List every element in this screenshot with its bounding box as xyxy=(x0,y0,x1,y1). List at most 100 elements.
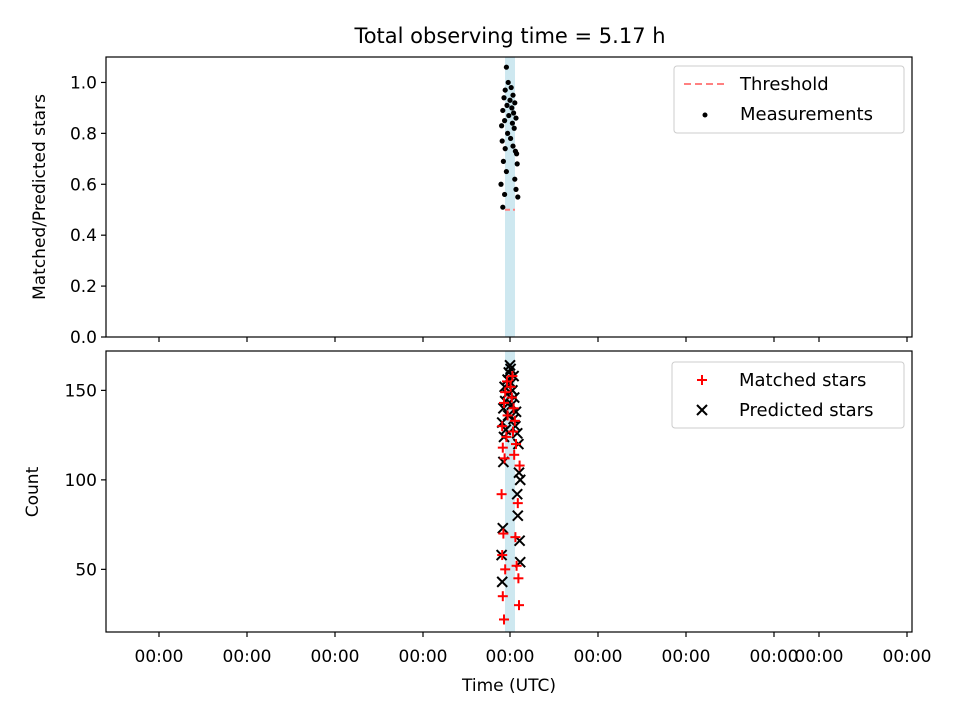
predicted-star-point xyxy=(512,509,524,522)
matched-star-point xyxy=(499,453,510,464)
observation-window-band xyxy=(505,351,515,632)
measurement-point xyxy=(512,100,518,106)
predicted-star-point-b xyxy=(511,488,523,500)
measurement-point xyxy=(499,138,505,144)
measurement-point xyxy=(510,110,517,116)
legend-plus-marker xyxy=(697,375,707,385)
panel-ratio-content xyxy=(498,57,521,337)
panel-ratio-x-ticks xyxy=(158,337,908,342)
measurement-point xyxy=(514,161,520,167)
measurement-point xyxy=(509,105,515,111)
matched-star-point xyxy=(509,415,520,426)
measurement-point xyxy=(507,97,513,103)
matched-star-point xyxy=(514,460,525,471)
predicted-star-point-b xyxy=(504,359,516,372)
legend-measurements-label: Measurements xyxy=(740,104,873,125)
matched-star-point xyxy=(500,564,511,575)
x-tick-label: 00:00 xyxy=(311,647,360,667)
measurement-point xyxy=(510,92,516,98)
y-tick-label: 0.8 xyxy=(70,124,97,144)
matched-star-point xyxy=(507,371,518,382)
panel-counts-frame xyxy=(105,350,913,633)
matched-star-point xyxy=(498,528,509,539)
measurement-point xyxy=(502,146,508,152)
predicted-star-point xyxy=(511,488,523,500)
x-tick-label: 00:00 xyxy=(135,647,184,667)
predicted-star-point-b xyxy=(504,363,517,375)
matched-star-point xyxy=(500,387,511,398)
y-tick-label: 0.4 xyxy=(70,226,97,246)
x-axis-label: Time (UTC) xyxy=(461,676,556,696)
y-tick-label: 0.2 xyxy=(70,277,97,297)
y-tick-label: 1.0 xyxy=(70,73,97,93)
measurement-point xyxy=(502,118,508,124)
matched-star-point xyxy=(511,439,521,450)
x-tick-label: 00:00 xyxy=(223,647,272,667)
matched-star-point xyxy=(512,498,523,509)
panel-counts-y-axis: 50 100 150 xyxy=(65,381,106,580)
matched-star-point xyxy=(501,431,512,442)
measurement-point xyxy=(502,87,508,93)
predicted-star-point-b xyxy=(507,413,520,425)
panel-ratio: 0.0 0.2 0.4 0.6 0.8 1.0 Matched/Predicted sta… xyxy=(30,56,913,348)
observation-window-band xyxy=(505,57,515,337)
x-tick-label: 00:00 xyxy=(486,647,535,667)
legend-cross-marker-b xyxy=(696,404,708,416)
x-tick-label: 00:00 xyxy=(399,647,448,667)
legend-counts: Matched stars Predicted stars xyxy=(671,361,905,429)
predicted-star-point xyxy=(504,363,517,375)
matched-star-point xyxy=(506,392,517,403)
measurement-point xyxy=(513,186,519,192)
measurement-point xyxy=(505,130,511,136)
predicted-star-point-b xyxy=(510,406,522,418)
y-tick-label: 50 xyxy=(75,560,97,580)
x-tick-label: 00:00 xyxy=(795,647,844,667)
measurement-point xyxy=(501,95,507,101)
x-tick-label: 00:00 xyxy=(574,647,623,667)
predicted-star-point-b xyxy=(497,522,509,534)
matched-star-point xyxy=(510,532,521,543)
legend-ratio-box xyxy=(673,65,905,134)
legend-matched-label: Matched stars xyxy=(739,370,866,391)
measurement-point xyxy=(503,168,509,175)
measurement-point xyxy=(505,79,511,86)
predicted-star-point-b xyxy=(500,424,512,436)
x-tick-label: 00:00 xyxy=(750,647,799,667)
predicted-star-point xyxy=(496,576,508,588)
legend-predicted-label: Predicted stars xyxy=(739,400,873,421)
matched-star-point xyxy=(497,550,508,561)
matched-star-point xyxy=(496,489,507,500)
legend-ratio: Threshold Measurements xyxy=(673,65,905,134)
y-tick-label: 100 xyxy=(65,471,97,491)
matched-star-point xyxy=(508,426,518,437)
measurement-point xyxy=(508,135,514,142)
chart-title: Total observing time = 5.17 h xyxy=(353,24,665,48)
measurement-point xyxy=(498,181,504,187)
measurement-point xyxy=(515,194,521,200)
panel-ratio-frame xyxy=(105,56,913,338)
matched-star-point xyxy=(502,410,513,421)
legend-measurements-swatch xyxy=(702,112,708,118)
legend-predicted-swatch xyxy=(696,404,708,416)
matched-star-point xyxy=(508,403,519,414)
x-tick-label: 00:00 xyxy=(662,647,711,667)
legend-cross-marker xyxy=(696,404,708,416)
predicted-star-point-b xyxy=(496,576,508,588)
matched-star-point xyxy=(497,591,508,602)
predicted-star-point xyxy=(497,522,509,534)
measurement-point xyxy=(504,102,510,108)
measurement-point xyxy=(510,143,516,149)
measurement-point xyxy=(513,115,519,121)
matched-star-point xyxy=(502,376,512,387)
matched-star-point xyxy=(509,449,520,460)
matched-star-point xyxy=(513,573,524,584)
predicted-star-point-b xyxy=(512,509,524,522)
predicted-star-point xyxy=(513,466,525,479)
matched-star-point xyxy=(514,600,524,611)
measurement-point xyxy=(500,204,506,210)
panel-ratio-y-axis: 0.0 0.2 0.4 0.6 0.8 1.0 xyxy=(70,73,106,348)
y-tick-label: 150 xyxy=(65,381,97,401)
predicted-star-point-b xyxy=(513,466,525,479)
predicted-star-point xyxy=(504,359,516,372)
